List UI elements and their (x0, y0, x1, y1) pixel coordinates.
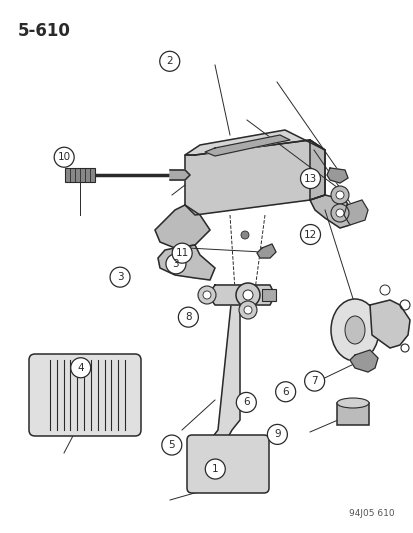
Circle shape (242, 290, 252, 300)
Circle shape (243, 306, 252, 314)
Circle shape (267, 424, 287, 445)
Polygon shape (349, 350, 377, 372)
Circle shape (166, 254, 185, 274)
Circle shape (238, 301, 256, 319)
Text: 9: 9 (273, 430, 280, 439)
Text: 2: 2 (166, 56, 173, 66)
Polygon shape (256, 244, 275, 258)
Polygon shape (154, 205, 209, 248)
Polygon shape (326, 168, 347, 183)
Circle shape (300, 168, 320, 189)
Circle shape (197, 286, 216, 304)
Text: 1: 1 (211, 464, 218, 474)
Text: 3: 3 (116, 272, 123, 282)
Polygon shape (170, 170, 190, 180)
Ellipse shape (344, 316, 364, 344)
Circle shape (161, 435, 181, 455)
FancyBboxPatch shape (29, 354, 141, 436)
Circle shape (335, 191, 343, 199)
Polygon shape (204, 290, 240, 455)
Text: 8: 8 (185, 312, 191, 322)
Polygon shape (158, 245, 214, 280)
Text: 5: 5 (168, 440, 175, 450)
Text: 11: 11 (175, 248, 188, 258)
Text: 6: 6 (282, 387, 288, 397)
Polygon shape (309, 195, 354, 228)
Circle shape (304, 371, 324, 391)
Circle shape (205, 459, 225, 479)
Circle shape (330, 186, 348, 204)
Ellipse shape (336, 398, 368, 408)
Circle shape (110, 267, 130, 287)
Text: 94J05 610: 94J05 610 (349, 509, 394, 518)
Polygon shape (207, 285, 274, 305)
Text: 7: 7 (311, 376, 317, 386)
Text: 4: 4 (77, 363, 84, 373)
Circle shape (235, 283, 259, 307)
Polygon shape (185, 130, 324, 155)
Text: 3: 3 (172, 259, 179, 269)
Circle shape (275, 382, 295, 402)
Text: 6: 6 (242, 398, 249, 407)
Text: 5-610: 5-610 (18, 22, 71, 40)
Text: 10: 10 (57, 152, 71, 162)
Text: 12: 12 (303, 230, 316, 239)
Polygon shape (185, 140, 324, 215)
Circle shape (54, 147, 74, 167)
Circle shape (236, 392, 256, 413)
Text: 13: 13 (303, 174, 316, 183)
Circle shape (159, 51, 179, 71)
Circle shape (240, 231, 248, 239)
Circle shape (300, 224, 320, 245)
Polygon shape (309, 140, 324, 200)
FancyBboxPatch shape (187, 435, 268, 493)
Circle shape (202, 291, 211, 299)
Bar (65, 168, 95, 182)
Circle shape (172, 243, 192, 263)
Bar (336, 403, 368, 425)
Circle shape (71, 358, 90, 378)
Polygon shape (343, 200, 367, 225)
Ellipse shape (330, 299, 378, 361)
Circle shape (178, 307, 198, 327)
Polygon shape (369, 300, 409, 348)
Circle shape (330, 204, 348, 222)
Polygon shape (204, 135, 289, 156)
Circle shape (335, 209, 343, 217)
Bar (261, 289, 275, 301)
